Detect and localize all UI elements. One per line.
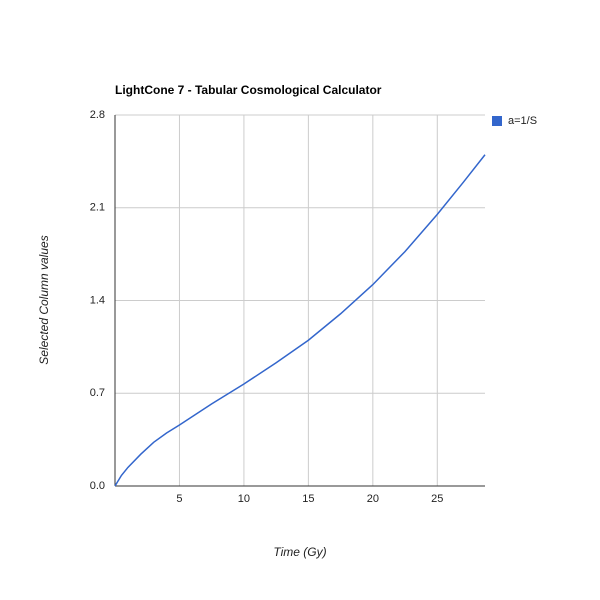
chart-title: LightCone 7 - Tabular Cosmological Calcu… (115, 83, 382, 97)
y-tick-label: 0.7 (90, 387, 105, 399)
x-tick-label: 15 (302, 493, 314, 505)
x-tick-label: 10 (238, 493, 250, 505)
y-axis-title: Selected Column values (37, 235, 51, 364)
y-tick-label: 0.0 (90, 480, 105, 492)
x-axis-title: Time (Gy) (273, 545, 326, 559)
y-tick-label: 2.1 (90, 202, 105, 214)
y-tick-label: 1.4 (90, 294, 105, 306)
x-tick-label: 20 (367, 493, 379, 505)
data-line (114, 154, 486, 487)
x-tick-label: 25 (431, 493, 443, 505)
legend-swatch (492, 116, 502, 126)
legend-label: a=1/S (508, 115, 537, 127)
x-tick-label: 5 (176, 493, 182, 505)
y-tick-label: 2.8 (90, 109, 105, 121)
